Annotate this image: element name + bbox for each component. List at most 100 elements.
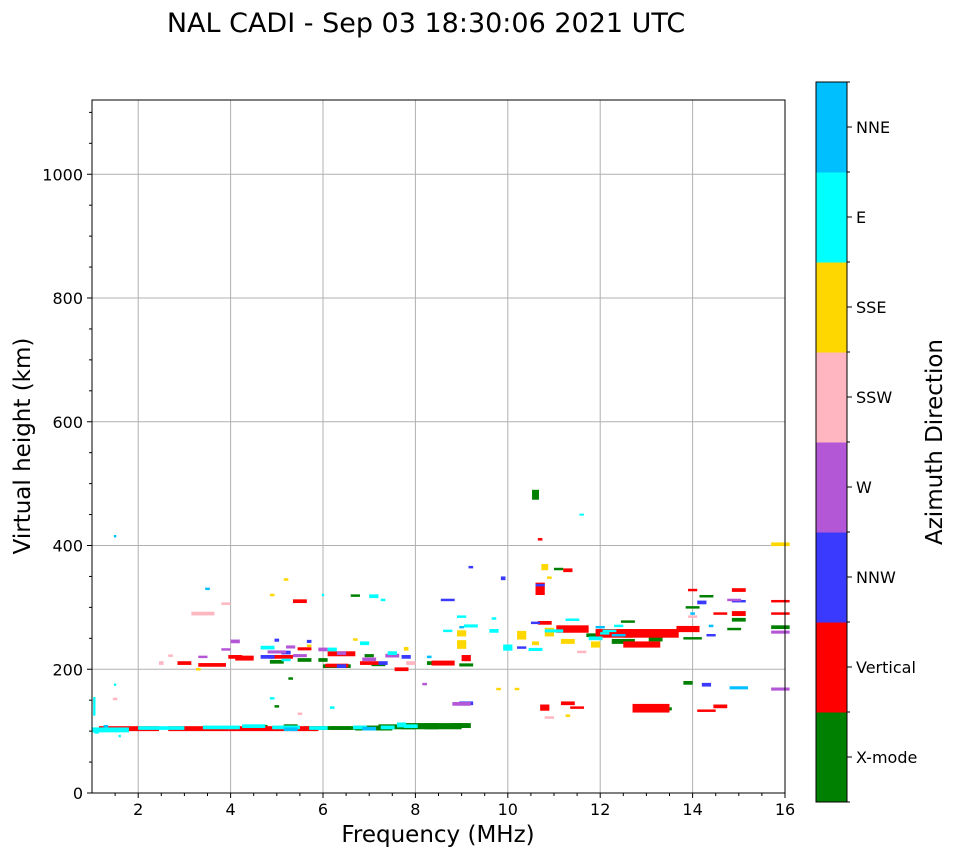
- data-point: [528, 647, 543, 651]
- data-point: [403, 646, 409, 651]
- data-point: [406, 661, 416, 665]
- data-point: [228, 655, 243, 659]
- x-tick-label: 4: [226, 800, 236, 819]
- data-point: [547, 576, 552, 579]
- data-point: [329, 706, 335, 709]
- data-point: [468, 565, 474, 569]
- colorbar-segment: [816, 82, 847, 173]
- data-point: [771, 599, 790, 603]
- data-point: [260, 645, 275, 650]
- data-point: [544, 716, 554, 719]
- colorbar-segment: [816, 532, 847, 623]
- data-point: [394, 667, 409, 672]
- data-point: [648, 635, 663, 642]
- data-point: [350, 594, 360, 597]
- colorbar-tick-label: NNW: [856, 568, 896, 587]
- data-point: [489, 629, 499, 633]
- data-point: [168, 654, 173, 657]
- data-point: [590, 641, 601, 648]
- data-point: [697, 600, 707, 605]
- data-point: [274, 705, 280, 708]
- plot-background: [92, 100, 785, 793]
- data-point: [431, 660, 455, 666]
- data-point: [191, 611, 215, 616]
- data-point: [290, 726, 319, 732]
- data-point: [570, 706, 585, 709]
- data-point: [676, 625, 700, 633]
- colorbar-tick-label: NNE: [856, 118, 890, 137]
- data-point: [535, 583, 545, 587]
- data-point: [364, 654, 374, 658]
- data-point: [727, 598, 742, 602]
- data-point: [560, 638, 575, 644]
- data-point: [269, 593, 275, 597]
- data-point: [283, 578, 289, 581]
- data-point: [288, 677, 293, 680]
- colorbar-segment: [816, 262, 847, 353]
- data-point: [336, 651, 347, 656]
- data-point: [554, 567, 564, 571]
- data-point: [600, 632, 610, 635]
- x-tick-label: 12: [590, 800, 610, 819]
- data-point: [297, 712, 303, 716]
- grid-lines: [92, 100, 785, 793]
- data-point: [198, 655, 208, 659]
- data-point: [292, 654, 307, 658]
- data-point: [267, 650, 287, 654]
- data-point: [530, 621, 541, 625]
- data-point: [771, 542, 790, 547]
- data-point: [699, 595, 714, 598]
- data-point: [98, 726, 159, 732]
- data-point: [362, 726, 377, 731]
- data-point: [620, 620, 635, 623]
- data-point: [532, 489, 539, 500]
- data-point: [274, 638, 280, 642]
- colorbar-tick-label: W: [856, 478, 872, 497]
- data-point: [771, 612, 790, 615]
- data-point: [426, 655, 432, 659]
- data-point: [623, 629, 679, 638]
- y-tick-label: 600: [52, 413, 83, 432]
- data-point: [292, 599, 307, 604]
- data-point: [731, 588, 746, 592]
- data-point: [378, 724, 416, 730]
- data-point: [269, 655, 293, 659]
- data-point: [306, 639, 312, 643]
- data-point: [93, 697, 96, 716]
- data-point: [269, 659, 284, 664]
- data-point: [202, 725, 240, 730]
- data-point: [540, 704, 550, 711]
- data-point: [611, 633, 626, 637]
- data-point: [588, 636, 603, 641]
- data-point: [683, 637, 702, 640]
- data-point: [708, 624, 714, 628]
- data-point: [727, 627, 742, 631]
- data-point: [336, 664, 347, 669]
- data-point: [329, 726, 372, 730]
- colorbar-segment: [816, 712, 847, 803]
- data-point: [221, 602, 231, 605]
- data-point: [614, 624, 624, 628]
- data-point: [687, 588, 698, 592]
- y-tick-label: 200: [52, 660, 83, 679]
- data-marks: [92, 489, 790, 738]
- data-point: [537, 538, 543, 541]
- data-point: [560, 701, 575, 706]
- data-point: [463, 624, 478, 628]
- plot-area: 2 4 6 8 10 12 14 16 0 200 400 600 800 1000: [42, 99, 795, 819]
- data-point: [537, 620, 552, 625]
- data-point: [697, 709, 716, 712]
- data-point: [401, 723, 439, 730]
- data-point: [491, 617, 497, 620]
- x-tick-label: 16: [775, 800, 795, 819]
- data-point: [321, 593, 325, 597]
- data-point: [353, 638, 358, 641]
- data-point: [443, 629, 453, 633]
- data-point: [514, 687, 520, 691]
- series-e: [92, 513, 624, 738]
- data-point: [401, 655, 411, 659]
- data-point: [595, 625, 605, 629]
- data-point: [309, 726, 328, 730]
- data-point: [535, 582, 545, 595]
- data-point: [242, 724, 266, 729]
